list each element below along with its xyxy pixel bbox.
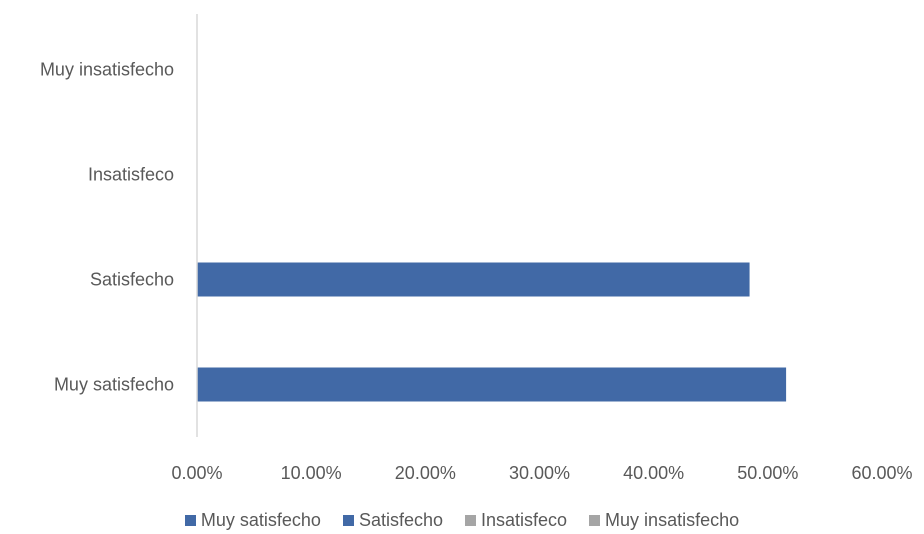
legend-item: Muy insatisfecho xyxy=(589,508,739,532)
legend-label: Satisfecho xyxy=(358,510,443,530)
x-tick-label: 40.00% xyxy=(623,463,684,483)
category-label: Satisfecho xyxy=(90,270,174,290)
bar-muy-satisfecho xyxy=(197,367,787,402)
x-tick-label: 0.00% xyxy=(171,463,222,483)
bars-group xyxy=(197,262,787,402)
legend-swatch xyxy=(342,514,354,526)
bar-satisfecho xyxy=(197,262,750,297)
x-tick-label: 20.00% xyxy=(395,463,456,483)
legend-item: Insatisfeco xyxy=(465,508,567,532)
legend-label: Muy insatisfecho xyxy=(605,510,740,530)
legend-label: Insatisfeco xyxy=(481,510,568,530)
x-tick-label: 50.00% xyxy=(737,463,798,483)
x-tick-label: 10.00% xyxy=(281,463,342,483)
legend-swatch xyxy=(465,514,476,526)
legend: Muy satisfecho Satisfecho Insatisfeco Muy i… xyxy=(0,508,924,532)
category-label: Muy insatisfecho xyxy=(40,60,174,80)
x-tick-label: 60.00% xyxy=(851,463,912,483)
legend-label: Muy satisfecho xyxy=(200,510,321,530)
legend-item: Muy satisfecho xyxy=(184,508,321,532)
legend-swatch xyxy=(589,514,601,526)
legend-item: Satisfecho xyxy=(342,508,443,532)
category-label: Muy satisfecho xyxy=(54,375,174,395)
category-label: Insatisfeco xyxy=(88,165,174,185)
legend-swatch xyxy=(184,514,196,526)
x-tick-label: 30.00% xyxy=(509,463,570,483)
category-labels: Muy insatisfecho Insatisfeco Satisfecho Muy… xyxy=(40,60,174,395)
x-tick-labels: 0.00% 10.00% 20.00% 30.00% 40.00% 50.00% 60.00… xyxy=(171,463,912,483)
